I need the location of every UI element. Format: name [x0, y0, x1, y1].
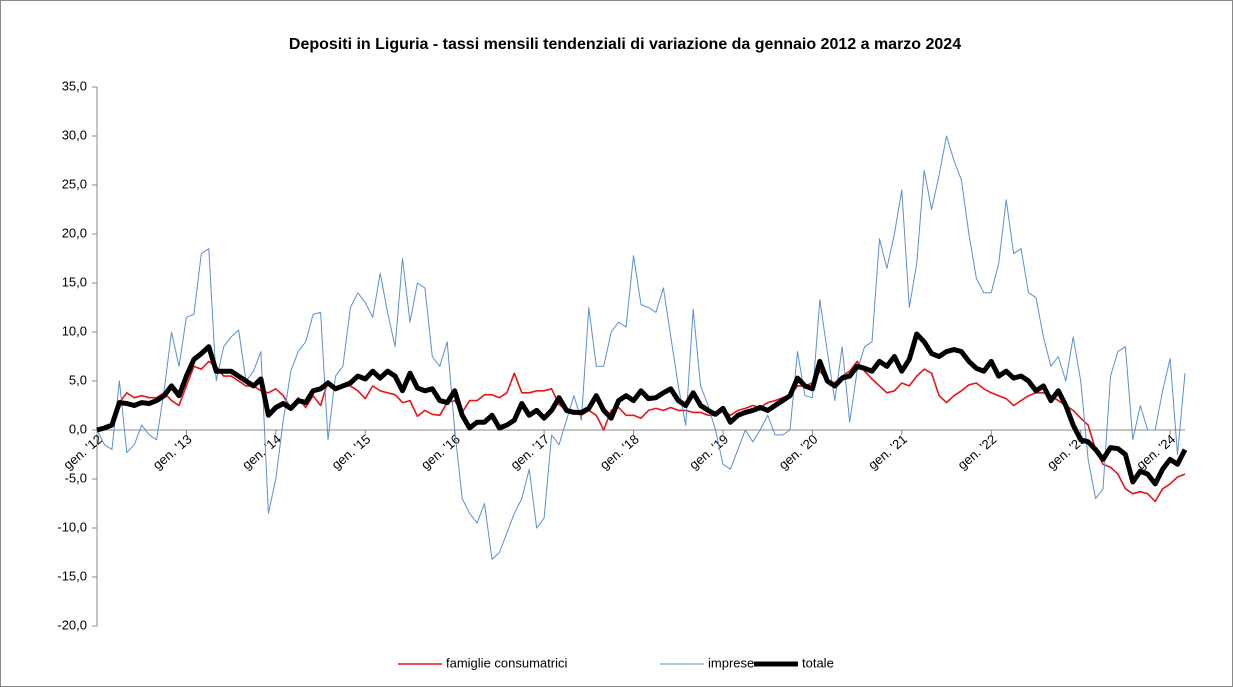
- y-tick-label: 0,0: [69, 421, 87, 436]
- legend-label: totale: [802, 655, 834, 670]
- y-tick-label: -5,0: [65, 470, 87, 485]
- y-tick-label: 25,0: [62, 176, 87, 191]
- y-tick-label: 15,0: [62, 274, 87, 289]
- y-tick-label: -10,0: [57, 519, 87, 534]
- line-series: [96, 135, 1186, 560]
- legend-label: imprese: [708, 655, 754, 670]
- y-tick-label: 35,0: [62, 78, 87, 93]
- y-tick-label: -15,0: [57, 568, 87, 583]
- y-tick-label: -20,0: [57, 617, 87, 632]
- legend-label: famiglie consumatrici: [446, 655, 567, 670]
- line-series: [96, 331, 1188, 487]
- y-tick-label: 5,0: [69, 372, 87, 387]
- y-tick-label: 30,0: [62, 127, 87, 142]
- y-tick-label: 20,0: [62, 225, 87, 240]
- chart-title: Depositi in Liguria - tassi mensili tend…: [289, 36, 961, 53]
- line-series: [96, 360, 1186, 503]
- y-tick-label: 10,0: [62, 323, 87, 338]
